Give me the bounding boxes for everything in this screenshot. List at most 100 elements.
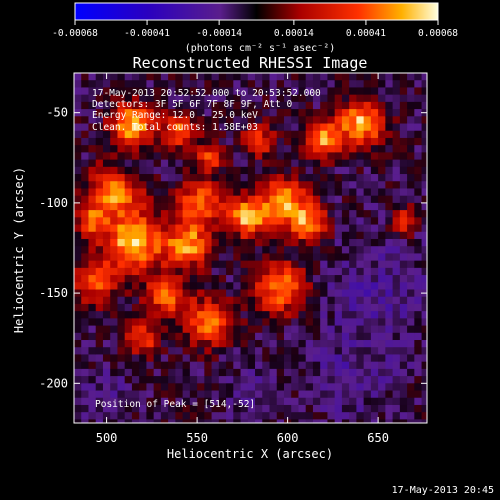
heatmap-cell	[370, 267, 379, 276]
heatmap-cell	[414, 87, 422, 96]
heatmap-cell	[95, 73, 104, 81]
heatmap-cell	[218, 347, 227, 355]
heatmap-cell	[160, 116, 169, 124]
heatmap-cell	[88, 397, 97, 406]
heatmap-cell	[291, 397, 299, 406]
heatmap-cell	[117, 130, 126, 139]
heatmap-cell	[74, 267, 82, 276]
heatmap-cell	[334, 332, 343, 341]
heatmap-cell	[131, 354, 140, 363]
heatmap-cell	[334, 87, 343, 96]
heatmap-cell	[378, 130, 386, 139]
heatmap-cell	[88, 116, 97, 124]
heatmap-cell	[182, 383, 191, 391]
heatmap-cell	[153, 404, 162, 413]
heatmap-cell	[175, 311, 184, 319]
heatmap-cell	[74, 181, 82, 189]
heatmap-cell	[211, 404, 220, 413]
heatmap-cell	[211, 340, 220, 348]
heatmap-cell	[327, 260, 336, 269]
heatmap-cell	[378, 137, 386, 146]
heatmap-cell	[378, 383, 386, 391]
heatmap-cell	[399, 116, 408, 124]
heatmap-cell	[102, 318, 111, 326]
heatmap-cell	[421, 217, 427, 225]
heatmap-cell	[218, 361, 227, 370]
heatmap-cell	[182, 238, 191, 247]
heatmap-cell	[197, 340, 205, 348]
heatmap-cell	[334, 137, 343, 146]
heatmap-cell	[240, 145, 249, 153]
heatmap-cell	[88, 404, 97, 413]
heatmap-cell	[226, 311, 234, 319]
heatmap-cell	[305, 195, 314, 204]
heatmap-cell	[349, 73, 357, 81]
heatmap-cell	[283, 152, 292, 160]
heatmap-cell	[168, 354, 176, 363]
heatmap-cell	[102, 174, 111, 182]
heatmap-cell	[211, 217, 220, 225]
heatmap-cell	[124, 311, 133, 319]
heatmap-cell	[312, 260, 321, 269]
heatmap-cell	[341, 159, 350, 168]
heatmap-cell	[356, 87, 365, 96]
heatmap-cell	[341, 202, 350, 211]
heatmap-cell	[110, 195, 118, 204]
heatmap-cell	[255, 145, 263, 153]
heatmap-cell	[283, 340, 292, 348]
colorbar-unit-label: (photons cm⁻² s⁻¹ asec⁻²)	[185, 43, 336, 54]
heatmap-cell	[88, 282, 97, 290]
heatmap-cell	[399, 404, 408, 413]
heatmap-cell	[414, 109, 422, 117]
heatmap-cell	[334, 188, 343, 197]
heatmap-cell	[131, 188, 140, 197]
heatmap-cell	[305, 282, 314, 290]
heatmap-cell	[168, 383, 176, 391]
heatmap-cell	[153, 361, 162, 370]
heatmap-cell	[218, 303, 227, 312]
heatmap-cell	[291, 166, 299, 175]
heatmap-cell	[247, 202, 256, 211]
heatmap-cell	[255, 181, 263, 189]
heatmap-cell	[255, 325, 263, 334]
heatmap-cell	[341, 404, 350, 413]
heatmap-cell	[298, 152, 307, 160]
heatmap-cell	[81, 217, 89, 225]
heatmap-cell	[407, 332, 415, 341]
heatmap-cell	[414, 354, 422, 363]
heatmap-cell	[349, 376, 357, 384]
heatmap-cell	[414, 267, 422, 276]
heatmap-cell	[305, 318, 314, 326]
heatmap-cell	[312, 296, 321, 305]
heatmap-cell	[305, 217, 314, 225]
heatmap-cell	[168, 80, 176, 88]
heatmap-cell	[153, 253, 162, 262]
heatmap-cell	[211, 202, 220, 211]
heatmap-cell	[327, 296, 336, 305]
heatmap-cell	[341, 116, 350, 124]
heatmap-cell	[226, 390, 234, 399]
heatmap-cell	[189, 404, 198, 413]
heatmap-cell	[160, 376, 169, 384]
heatmap-cell	[197, 368, 205, 377]
heatmap-cell	[95, 296, 104, 305]
heatmap-cell	[211, 253, 220, 262]
heatmap-cell	[421, 137, 427, 146]
heatmap-cell	[211, 296, 220, 305]
heatmap-cell	[312, 231, 321, 240]
heatmap-cell	[363, 419, 372, 423]
heatmap-cell	[102, 325, 111, 334]
heatmap-cell	[102, 159, 111, 168]
heatmap-cell	[131, 210, 140, 218]
heatmap-cell	[298, 195, 307, 204]
heatmap-cell	[139, 368, 147, 377]
heatmap-cell	[414, 361, 422, 370]
heatmap-cell	[197, 217, 205, 225]
heatmap-cell	[175, 181, 184, 189]
heatmap-cell	[363, 116, 372, 124]
heatmap-cell	[312, 267, 321, 276]
heatmap-cell	[81, 404, 89, 413]
heatmap-cell	[334, 325, 343, 334]
heatmap-cell	[153, 101, 162, 110]
heatmap-cell	[349, 275, 357, 283]
